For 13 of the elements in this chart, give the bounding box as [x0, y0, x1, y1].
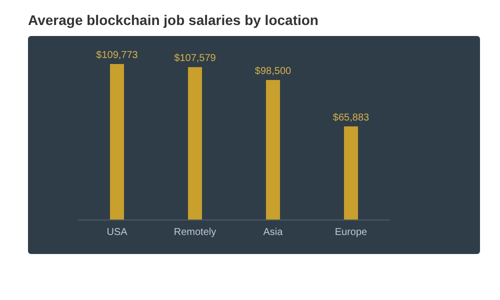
x-tick-label: Asia: [263, 227, 284, 238]
bar: [188, 67, 202, 220]
data-label: $109,773: [96, 50, 138, 61]
data-label: $107,579: [174, 53, 216, 64]
x-tick-label: USA: [106, 227, 128, 238]
chart-title: Average blockchain job salaries by location: [27, 11, 320, 30]
x-tick-label: Remotely: [174, 227, 216, 238]
bar: [110, 64, 124, 220]
data-label: $65,883: [332, 112, 370, 124]
bar: [344, 126, 358, 220]
data-label: $98,500: [254, 66, 292, 78]
bar: [266, 80, 280, 220]
x-tick-label: Europe: [334, 227, 368, 238]
